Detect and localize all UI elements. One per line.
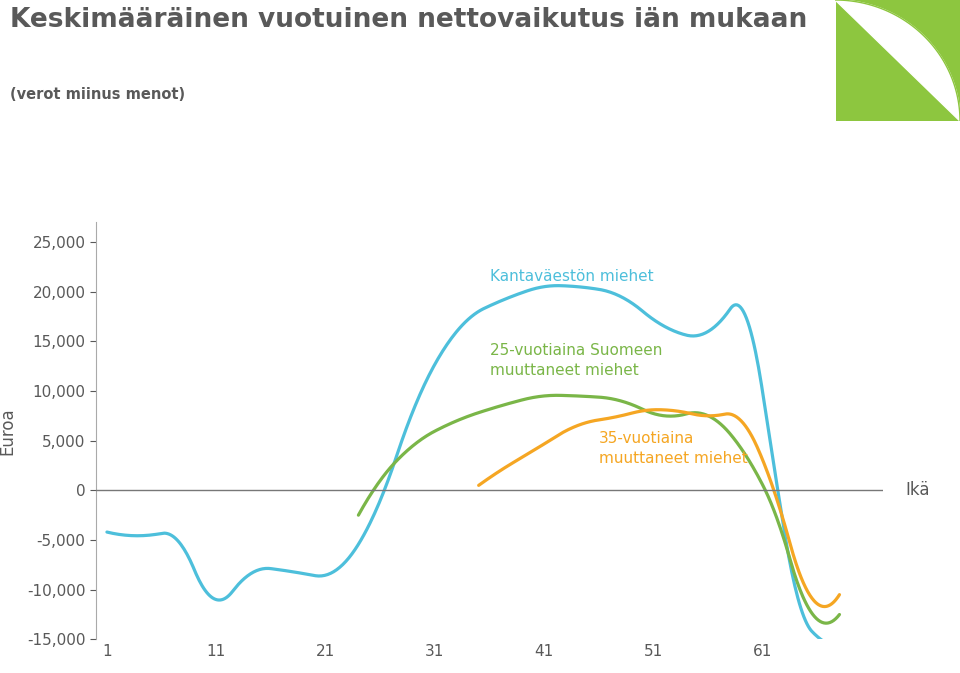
Polygon shape <box>835 0 960 121</box>
Text: Keskimääräinen vuotuinen nettovaikutus iän mukaan: Keskimääräinen vuotuinen nettovaikutus i… <box>10 7 806 33</box>
Text: Kantaväestön miehet: Kantaväestön miehet <box>490 269 653 284</box>
Text: 35-vuotiaina
muuttaneet miehet: 35-vuotiaina muuttaneet miehet <box>599 431 748 466</box>
Text: Ikä: Ikä <box>905 481 929 499</box>
Y-axis label: Euroa: Euroa <box>0 407 16 454</box>
Text: (verot miinus menot): (verot miinus menot) <box>10 87 184 102</box>
Text: 25-vuotiaina Suomeen
muuttaneet miehet: 25-vuotiaina Suomeen muuttaneet miehet <box>490 343 662 378</box>
